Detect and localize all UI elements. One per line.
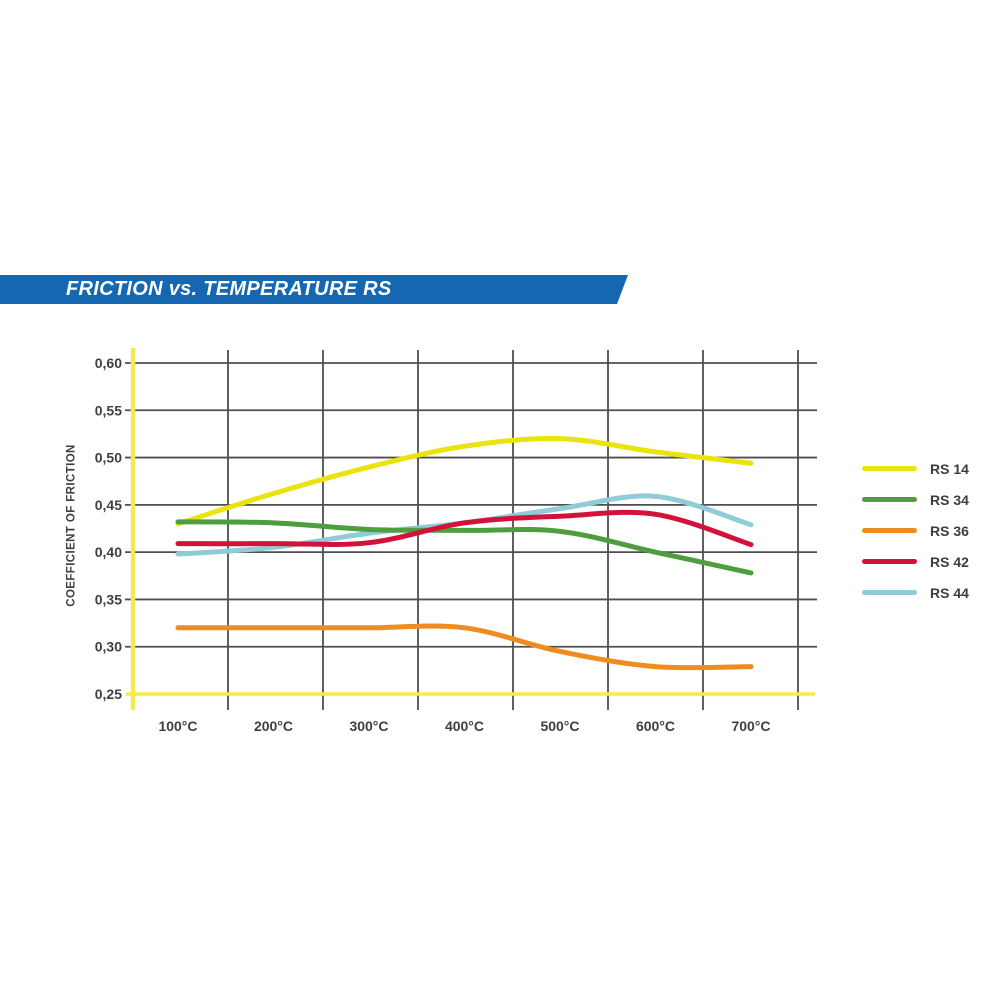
legend-label-rs34: RS 34 (930, 491, 969, 508)
series-line-rs-34 (175, 519, 754, 576)
y-tick-label: 0,25 (95, 686, 122, 702)
x-tick-label: 700°C (731, 718, 770, 734)
legend-item-rs42: RS 42 (862, 546, 969, 577)
x-tick-label: 600°C (636, 718, 675, 734)
y-tick-label: 0,30 (95, 639, 122, 655)
x-tick-label: 200°C (254, 718, 293, 734)
legend-label-rs44: RS 44 (930, 584, 969, 601)
y-tick-label: 0,40 (95, 544, 122, 560)
legend-item-rs44: RS 44 (862, 577, 969, 608)
legend-item-rs34: RS 34 (862, 484, 969, 515)
legend-swatch-rs34 (862, 497, 917, 502)
legend-swatch-rs44 (862, 590, 917, 595)
y-tick-label: 0,55 (95, 402, 122, 418)
legend-swatch-rs42 (862, 559, 917, 564)
x-tick-label: 100°C (158, 718, 197, 734)
legend-swatch-rs36 (862, 528, 917, 533)
legend-item-rs14: RS 14 (862, 453, 969, 484)
series-line-rs-36 (175, 623, 754, 671)
y-tick-label: 0,35 (95, 591, 122, 607)
x-tick-label: 400°C (445, 718, 484, 734)
chart-legend: RS 14 RS 34 RS 36 RS 42 RS 44 (862, 453, 969, 608)
legend-item-rs36: RS 36 (862, 515, 969, 546)
x-tick-label: 300°C (349, 718, 388, 734)
series-line-rs-14 (175, 436, 754, 527)
legend-swatch-rs14 (862, 466, 917, 471)
y-axis-title: COEFFICIENT OF FRICTION (65, 444, 78, 607)
y-tick-label: 0,50 (95, 450, 122, 466)
chart-title: FRICTION vs. TEMPERATURE RS (66, 278, 392, 300)
legend-label-rs42: RS 42 (930, 553, 969, 570)
title-banner: FRICTION vs. TEMPERATURE RS (0, 275, 628, 304)
x-tick-label: 500°C (540, 718, 579, 734)
series-line-rs-42 (175, 509, 754, 548)
legend-label-rs36: RS 36 (930, 522, 969, 539)
y-tick-label: 0,45 (95, 497, 122, 513)
legend-label-rs14: RS 14 (930, 460, 969, 477)
y-tick-label: 0,60 (95, 355, 122, 371)
